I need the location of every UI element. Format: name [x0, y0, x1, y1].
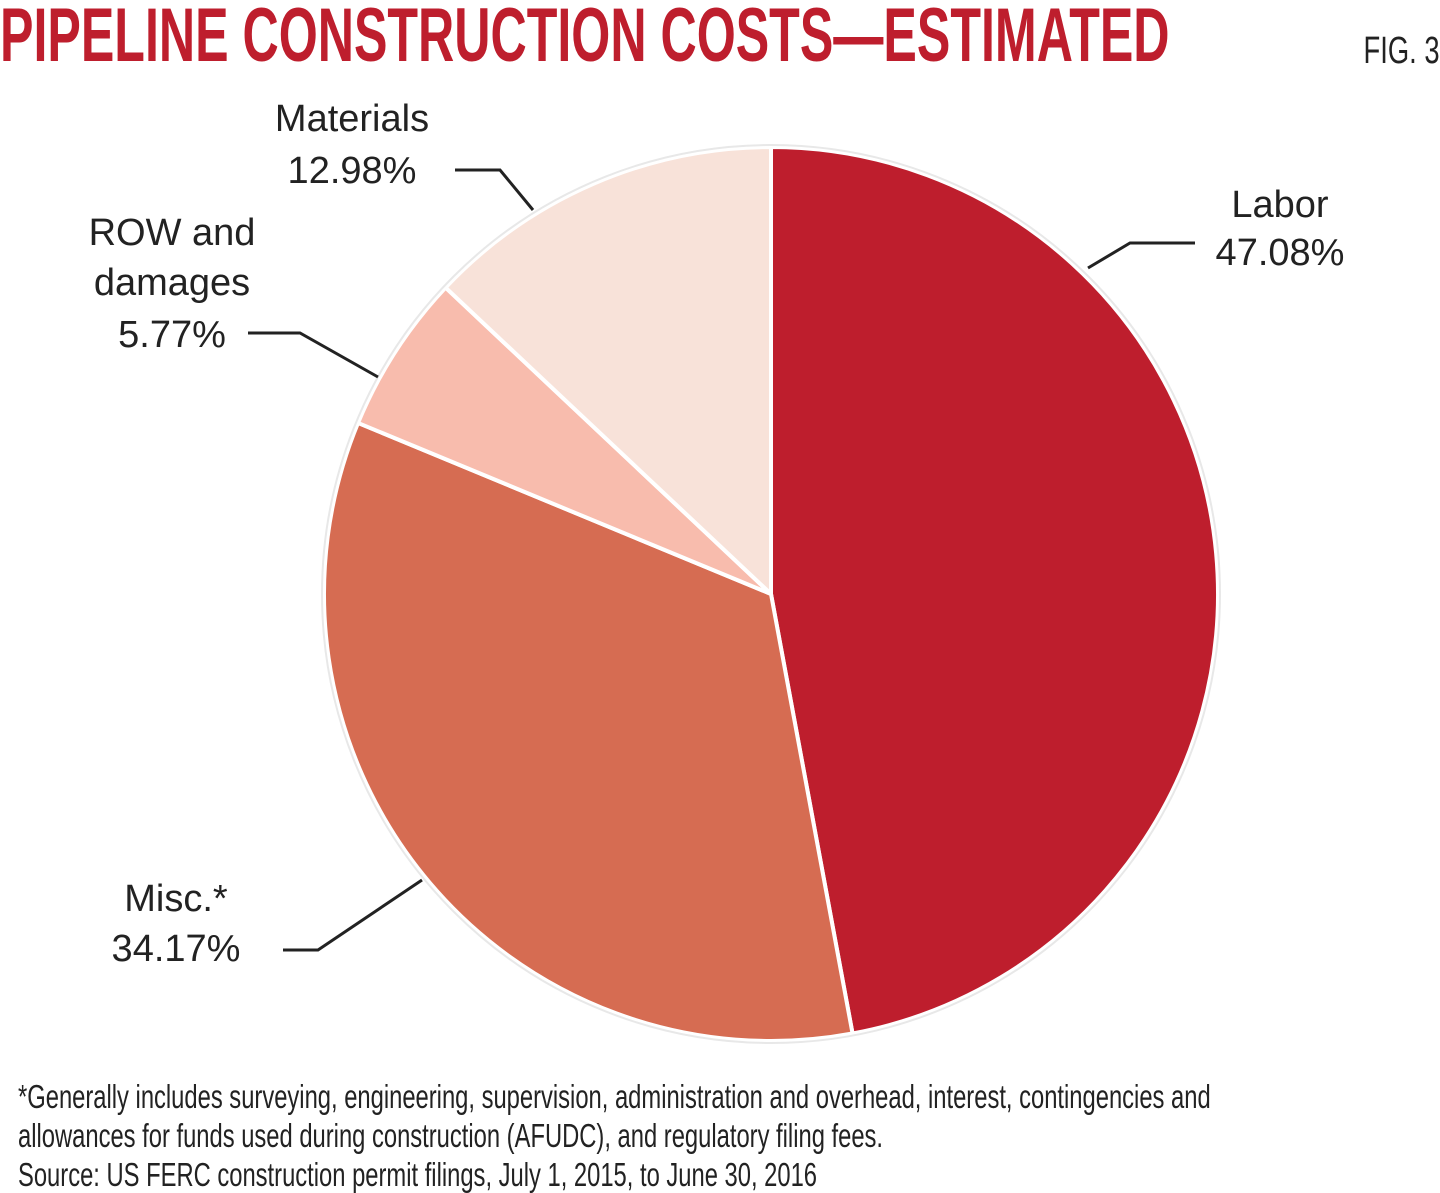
pie-outline — [321, 144, 1221, 1044]
slice-label: Materials — [274, 98, 430, 140]
pie-slice — [322, 420, 855, 1043]
leader-line — [248, 331, 379, 379]
leader-line — [283, 878, 423, 952]
pie-slice — [442, 144, 773, 599]
pie-slice — [769, 144, 1220, 1036]
slice-label: Misc.* — [124, 878, 228, 920]
pie-slice — [355, 284, 773, 596]
leader-line — [455, 168, 535, 211]
footnote: *Generally includes surveying, engineeri… — [18, 1078, 1211, 1154]
value-label: 12.98% — [287, 150, 417, 192]
slice-label: Labor — [1231, 184, 1329, 226]
value-label: 34.17% — [111, 928, 241, 970]
value-label: 47.08% — [1215, 232, 1345, 274]
leader-line — [1087, 241, 1195, 270]
chart-title: PIPELINE CONSTRUCTION COSTS—ESTIMATED — [0, 0, 1170, 78]
figure-label: FIG. 3 — [1363, 30, 1440, 72]
source: Source: US FERC construction permit fili… — [18, 1156, 818, 1193]
slice-label: ROW and damages — [88, 212, 256, 304]
value-label: 5.77% — [118, 314, 226, 356]
